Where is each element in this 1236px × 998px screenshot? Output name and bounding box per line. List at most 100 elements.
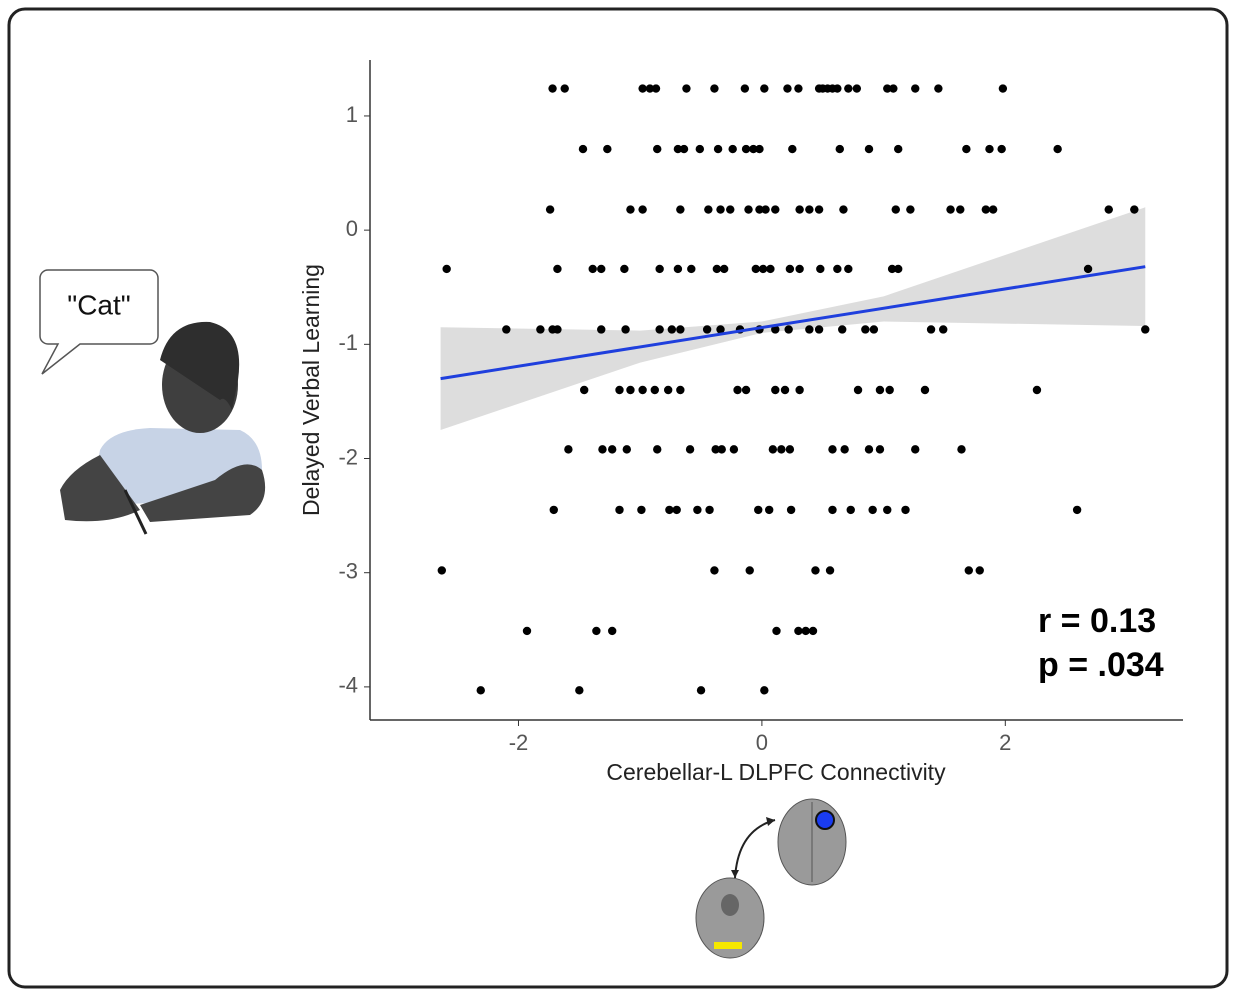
point <box>668 325 676 333</box>
point <box>655 325 663 333</box>
point <box>597 265 605 273</box>
point <box>502 325 510 333</box>
point <box>676 386 684 394</box>
point <box>536 325 544 333</box>
point <box>788 145 796 153</box>
point <box>826 566 834 574</box>
point <box>794 627 802 635</box>
point <box>638 84 646 92</box>
point <box>676 325 684 333</box>
point <box>815 325 823 333</box>
point <box>1130 205 1138 213</box>
point <box>564 445 572 453</box>
y-tick-label: -2 <box>338 444 358 469</box>
y-tick-label: 1 <box>346 102 358 127</box>
point <box>805 325 813 333</box>
point <box>906 205 914 213</box>
point <box>1033 386 1041 394</box>
point <box>687 265 695 273</box>
point <box>911 84 919 92</box>
point <box>608 627 616 635</box>
point <box>965 566 973 574</box>
point <box>730 445 738 453</box>
y-axis-label: Delayed Verbal Learning <box>298 264 324 516</box>
point <box>844 265 852 273</box>
point <box>868 506 876 514</box>
page: {"chart_data": {"type": "scatter", "bubb… <box>0 0 1236 998</box>
bubble-text: "Cat" <box>67 289 130 320</box>
point <box>714 145 722 153</box>
point <box>682 84 690 92</box>
point <box>861 325 869 333</box>
point <box>921 386 929 394</box>
point <box>626 386 634 394</box>
point <box>726 205 734 213</box>
y-tick-label: -1 <box>338 330 358 355</box>
point <box>786 445 794 453</box>
point <box>705 506 713 514</box>
point <box>844 84 852 92</box>
point <box>795 386 803 394</box>
point <box>956 205 964 213</box>
point <box>674 265 682 273</box>
point <box>597 325 605 333</box>
point <box>838 325 846 333</box>
point <box>761 205 769 213</box>
point <box>575 686 583 694</box>
point <box>718 445 726 453</box>
point <box>772 627 780 635</box>
point <box>769 445 777 453</box>
point <box>728 145 736 153</box>
point <box>771 386 779 394</box>
point <box>883 506 891 514</box>
point <box>876 445 884 453</box>
point <box>665 506 673 514</box>
point <box>811 566 819 574</box>
point <box>911 445 919 453</box>
point <box>710 566 718 574</box>
point <box>741 84 749 92</box>
point <box>815 205 823 213</box>
point <box>957 445 965 453</box>
point <box>889 84 897 92</box>
point <box>592 627 600 635</box>
point <box>716 205 724 213</box>
point <box>1073 506 1081 514</box>
x-tick-label: -2 <box>509 730 529 755</box>
point <box>892 205 900 213</box>
point <box>553 325 561 333</box>
point <box>754 506 762 514</box>
point <box>550 506 558 514</box>
point <box>894 145 902 153</box>
point <box>755 145 763 153</box>
point <box>626 205 634 213</box>
point <box>651 386 659 394</box>
point <box>713 265 721 273</box>
annotation: r = 0.13 <box>1038 602 1156 640</box>
point <box>927 325 935 333</box>
point <box>833 265 841 273</box>
point <box>598 445 606 453</box>
point <box>828 506 836 514</box>
point <box>696 145 704 153</box>
point <box>795 265 803 273</box>
point <box>676 205 684 213</box>
x-tick-label: 0 <box>756 730 768 755</box>
point <box>839 205 847 213</box>
point <box>589 265 597 273</box>
point <box>686 445 694 453</box>
point <box>784 325 792 333</box>
y-tick-label: -4 <box>338 673 358 698</box>
point <box>939 325 947 333</box>
y-tick-label: -3 <box>338 559 358 584</box>
point <box>759 265 767 273</box>
point <box>553 265 561 273</box>
point <box>885 386 893 394</box>
point <box>615 386 623 394</box>
point <box>693 506 701 514</box>
point <box>1141 325 1149 333</box>
point <box>894 265 902 273</box>
point <box>997 145 1005 153</box>
point <box>621 325 629 333</box>
point <box>733 386 741 394</box>
